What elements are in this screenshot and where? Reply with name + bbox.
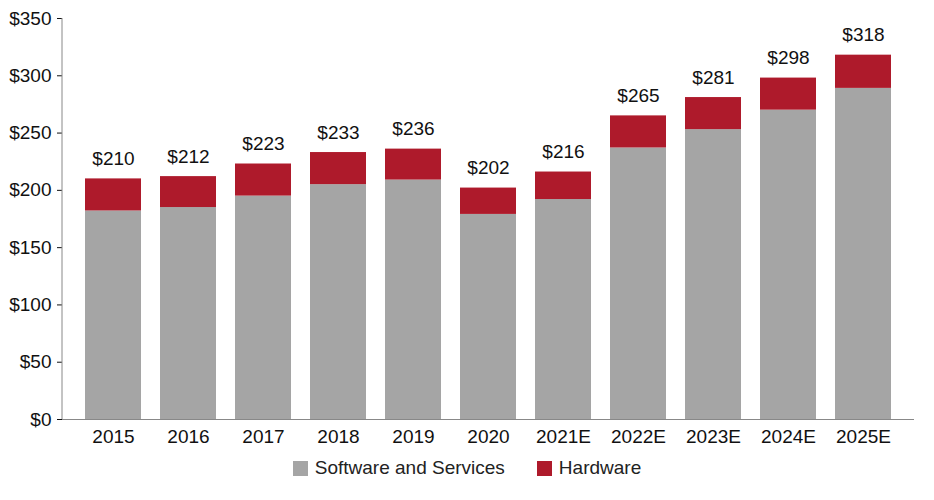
svg-text:$350: $350 (9, 8, 51, 29)
svg-text:2024E: 2024E (761, 426, 816, 447)
svg-text:$265: $265 (617, 85, 659, 106)
svg-text:2016: 2016 (167, 426, 209, 447)
svg-text:2023E: 2023E (686, 426, 741, 447)
svg-text:$202: $202 (467, 157, 509, 178)
svg-text:$100: $100 (9, 294, 51, 315)
svg-text:$281: $281 (692, 67, 734, 88)
svg-text:$300: $300 (9, 65, 51, 86)
svg-text:$150: $150 (9, 237, 51, 258)
svg-text:$0: $0 (30, 409, 51, 430)
html-text:Hardware: Hardware (558, 457, 642, 478)
svg-text:$298: $298 (767, 47, 809, 68)
svg-text:$210: $210 (92, 148, 134, 169)
svg-text:2019: 2019 (392, 426, 434, 447)
svg-text:2017: 2017 (242, 426, 284, 447)
svg-text:2021E: 2021E (536, 426, 591, 447)
svg-text:$200: $200 (9, 179, 51, 200)
svg-text:2025E: 2025E (836, 426, 891, 447)
svg-text:2020: 2020 (467, 426, 509, 447)
svg-text:$50: $50 (20, 351, 52, 372)
html-text:Software and Services: Software and Services (314, 457, 505, 478)
svg-text:$250: $250 (9, 122, 51, 143)
svg-text:$212: $212 (167, 146, 209, 167)
svg-text:$216: $216 (542, 141, 584, 162)
svg-text:2018: 2018 (317, 426, 359, 447)
svg-text:$236: $236 (392, 118, 434, 139)
svg-text:2022E: 2022E (611, 426, 666, 447)
svg-text:$223: $223 (242, 133, 284, 154)
svg-text:2015: 2015 (92, 426, 134, 447)
svg-text:$233: $233 (317, 122, 359, 143)
svg-text:$318: $318 (842, 24, 884, 45)
